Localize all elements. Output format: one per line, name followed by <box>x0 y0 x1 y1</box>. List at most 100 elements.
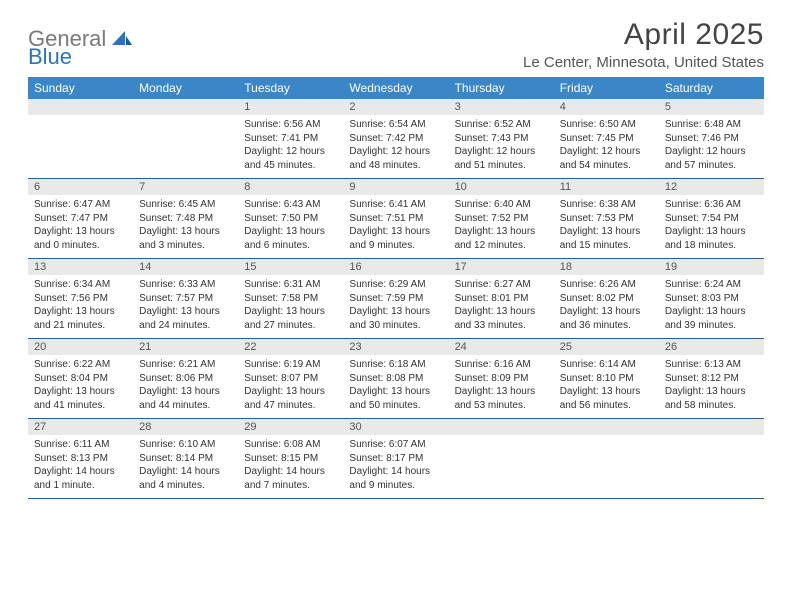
page-header: General April 2025 Le Center, Minnesota,… <box>28 18 764 71</box>
day-number-cell: 21 <box>133 339 238 356</box>
sun-times: Sunrise: 6:18 AM Sunset: 8:08 PM Dayligh… <box>349 358 442 412</box>
day-detail-cell: Sunrise: 6:43 AM Sunset: 7:50 PM Dayligh… <box>238 195 343 259</box>
sun-times: Sunrise: 6:13 AM Sunset: 8:12 PM Dayligh… <box>665 358 758 412</box>
day-detail-cell: Sunrise: 6:10 AM Sunset: 8:14 PM Dayligh… <box>133 435 238 499</box>
day-detail-cell: Sunrise: 6:11 AM Sunset: 8:13 PM Dayligh… <box>28 435 133 499</box>
day-number-cell: 9 <box>343 179 448 196</box>
day-number-cell: 19 <box>659 259 764 276</box>
day-detail-cell: Sunrise: 6:47 AM Sunset: 7:47 PM Dayligh… <box>28 195 133 259</box>
sun-times: Sunrise: 6:40 AM Sunset: 7:52 PM Dayligh… <box>455 198 548 252</box>
day-detail-cell: Sunrise: 6:07 AM Sunset: 8:17 PM Dayligh… <box>343 435 448 499</box>
day-number-cell: 2 <box>343 99 448 115</box>
day-detail-cell <box>554 435 659 499</box>
sun-times: Sunrise: 6:50 AM Sunset: 7:45 PM Dayligh… <box>560 118 653 172</box>
day-number-cell: 5 <box>659 99 764 115</box>
day-detail-cell: Sunrise: 6:13 AM Sunset: 8:12 PM Dayligh… <box>659 355 764 419</box>
day-number-row: 12345 <box>28 99 764 115</box>
day-detail-cell: Sunrise: 6:08 AM Sunset: 8:15 PM Dayligh… <box>238 435 343 499</box>
sun-times: Sunrise: 6:41 AM Sunset: 7:51 PM Dayligh… <box>349 198 442 252</box>
day-number-cell: 25 <box>554 339 659 356</box>
day-number-cell: 23 <box>343 339 448 356</box>
logo-sail-icon <box>112 29 132 50</box>
day-detail-row: Sunrise: 6:34 AM Sunset: 7:56 PM Dayligh… <box>28 275 764 339</box>
weekday-header: Sunday <box>28 77 133 99</box>
day-detail-cell: Sunrise: 6:45 AM Sunset: 7:48 PM Dayligh… <box>133 195 238 259</box>
day-detail-cell: Sunrise: 6:31 AM Sunset: 7:58 PM Dayligh… <box>238 275 343 339</box>
day-number-cell: 20 <box>28 339 133 356</box>
calendar-page: General April 2025 Le Center, Minnesota,… <box>0 0 792 517</box>
month-title: April 2025 <box>523 18 764 52</box>
day-detail-row: Sunrise: 6:22 AM Sunset: 8:04 PM Dayligh… <box>28 355 764 419</box>
day-detail-cell: Sunrise: 6:21 AM Sunset: 8:06 PM Dayligh… <box>133 355 238 419</box>
sun-times: Sunrise: 6:08 AM Sunset: 8:15 PM Dayligh… <box>244 438 337 492</box>
day-detail-cell: Sunrise: 6:50 AM Sunset: 7:45 PM Dayligh… <box>554 115 659 179</box>
day-number-cell: 6 <box>28 179 133 196</box>
day-detail-cell: Sunrise: 6:22 AM Sunset: 8:04 PM Dayligh… <box>28 355 133 419</box>
weekday-header-row: SundayMondayTuesdayWednesdayThursdayFrid… <box>28 77 764 99</box>
calendar-table: SundayMondayTuesdayWednesdayThursdayFrid… <box>28 77 764 499</box>
sun-times: Sunrise: 6:31 AM Sunset: 7:58 PM Dayligh… <box>244 278 337 332</box>
day-number-cell <box>659 419 764 436</box>
day-detail-cell <box>659 435 764 499</box>
day-detail-cell <box>133 115 238 179</box>
day-detail-row: Sunrise: 6:11 AM Sunset: 8:13 PM Dayligh… <box>28 435 764 499</box>
day-number-cell: 3 <box>449 99 554 115</box>
sun-times: Sunrise: 6:29 AM Sunset: 7:59 PM Dayligh… <box>349 278 442 332</box>
sun-times: Sunrise: 6:21 AM Sunset: 8:06 PM Dayligh… <box>139 358 232 412</box>
day-number-row: 27282930 <box>28 419 764 436</box>
day-detail-cell: Sunrise: 6:38 AM Sunset: 7:53 PM Dayligh… <box>554 195 659 259</box>
sun-times: Sunrise: 6:14 AM Sunset: 8:10 PM Dayligh… <box>560 358 653 412</box>
day-number-cell <box>554 419 659 436</box>
sun-times: Sunrise: 6:33 AM Sunset: 7:57 PM Dayligh… <box>139 278 232 332</box>
day-detail-cell: Sunrise: 6:24 AM Sunset: 8:03 PM Dayligh… <box>659 275 764 339</box>
day-number-cell: 16 <box>343 259 448 276</box>
sun-times: Sunrise: 6:48 AM Sunset: 7:46 PM Dayligh… <box>665 118 758 172</box>
sun-times: Sunrise: 6:54 AM Sunset: 7:42 PM Dayligh… <box>349 118 442 172</box>
day-number-cell: 8 <box>238 179 343 196</box>
day-number-cell <box>449 419 554 436</box>
day-number-cell: 17 <box>449 259 554 276</box>
day-number-cell: 30 <box>343 419 448 436</box>
sun-times: Sunrise: 6:38 AM Sunset: 7:53 PM Dayligh… <box>560 198 653 252</box>
day-detail-cell: Sunrise: 6:52 AM Sunset: 7:43 PM Dayligh… <box>449 115 554 179</box>
weekday-header: Friday <box>554 77 659 99</box>
sun-times: Sunrise: 6:22 AM Sunset: 8:04 PM Dayligh… <box>34 358 127 412</box>
sun-times: Sunrise: 6:47 AM Sunset: 7:47 PM Dayligh… <box>34 198 127 252</box>
day-detail-cell <box>28 115 133 179</box>
day-number-row: 13141516171819 <box>28 259 764 276</box>
day-detail-row: Sunrise: 6:56 AM Sunset: 7:41 PM Dayligh… <box>28 115 764 179</box>
day-detail-cell: Sunrise: 6:40 AM Sunset: 7:52 PM Dayligh… <box>449 195 554 259</box>
day-number-cell: 15 <box>238 259 343 276</box>
day-number-cell: 10 <box>449 179 554 196</box>
day-detail-cell: Sunrise: 6:27 AM Sunset: 8:01 PM Dayligh… <box>449 275 554 339</box>
day-detail-cell: Sunrise: 6:19 AM Sunset: 8:07 PM Dayligh… <box>238 355 343 419</box>
weekday-header: Monday <box>133 77 238 99</box>
logo-text-2: Blue <box>28 44 72 69</box>
weekday-header: Tuesday <box>238 77 343 99</box>
day-detail-cell: Sunrise: 6:34 AM Sunset: 7:56 PM Dayligh… <box>28 275 133 339</box>
day-number-row: 20212223242526 <box>28 339 764 356</box>
day-detail-cell: Sunrise: 6:48 AM Sunset: 7:46 PM Dayligh… <box>659 115 764 179</box>
sun-times: Sunrise: 6:10 AM Sunset: 8:14 PM Dayligh… <box>139 438 232 492</box>
sun-times: Sunrise: 6:26 AM Sunset: 8:02 PM Dayligh… <box>560 278 653 332</box>
sun-times: Sunrise: 6:24 AM Sunset: 8:03 PM Dayligh… <box>665 278 758 332</box>
day-detail-cell <box>449 435 554 499</box>
day-number-cell: 12 <box>659 179 764 196</box>
calendar-body: 12345 Sunrise: 6:56 AM Sunset: 7:41 PM D… <box>28 99 764 499</box>
sun-times: Sunrise: 6:11 AM Sunset: 8:13 PM Dayligh… <box>34 438 127 492</box>
sun-times: Sunrise: 6:56 AM Sunset: 7:41 PM Dayligh… <box>244 118 337 172</box>
day-detail-cell: Sunrise: 6:29 AM Sunset: 7:59 PM Dayligh… <box>343 275 448 339</box>
sun-times: Sunrise: 6:45 AM Sunset: 7:48 PM Dayligh… <box>139 198 232 252</box>
day-number-cell: 13 <box>28 259 133 276</box>
title-block: April 2025 Le Center, Minnesota, United … <box>523 18 764 71</box>
sun-times: Sunrise: 6:34 AM Sunset: 7:56 PM Dayligh… <box>34 278 127 332</box>
sun-times: Sunrise: 6:43 AM Sunset: 7:50 PM Dayligh… <box>244 198 337 252</box>
day-detail-cell: Sunrise: 6:33 AM Sunset: 7:57 PM Dayligh… <box>133 275 238 339</box>
day-number-row: 6789101112 <box>28 179 764 196</box>
day-number-cell: 1 <box>238 99 343 115</box>
day-number-cell <box>133 99 238 115</box>
weekday-header: Saturday <box>659 77 764 99</box>
logo-line2: Blue <box>28 44 72 70</box>
day-number-cell: 14 <box>133 259 238 276</box>
day-number-cell: 7 <box>133 179 238 196</box>
